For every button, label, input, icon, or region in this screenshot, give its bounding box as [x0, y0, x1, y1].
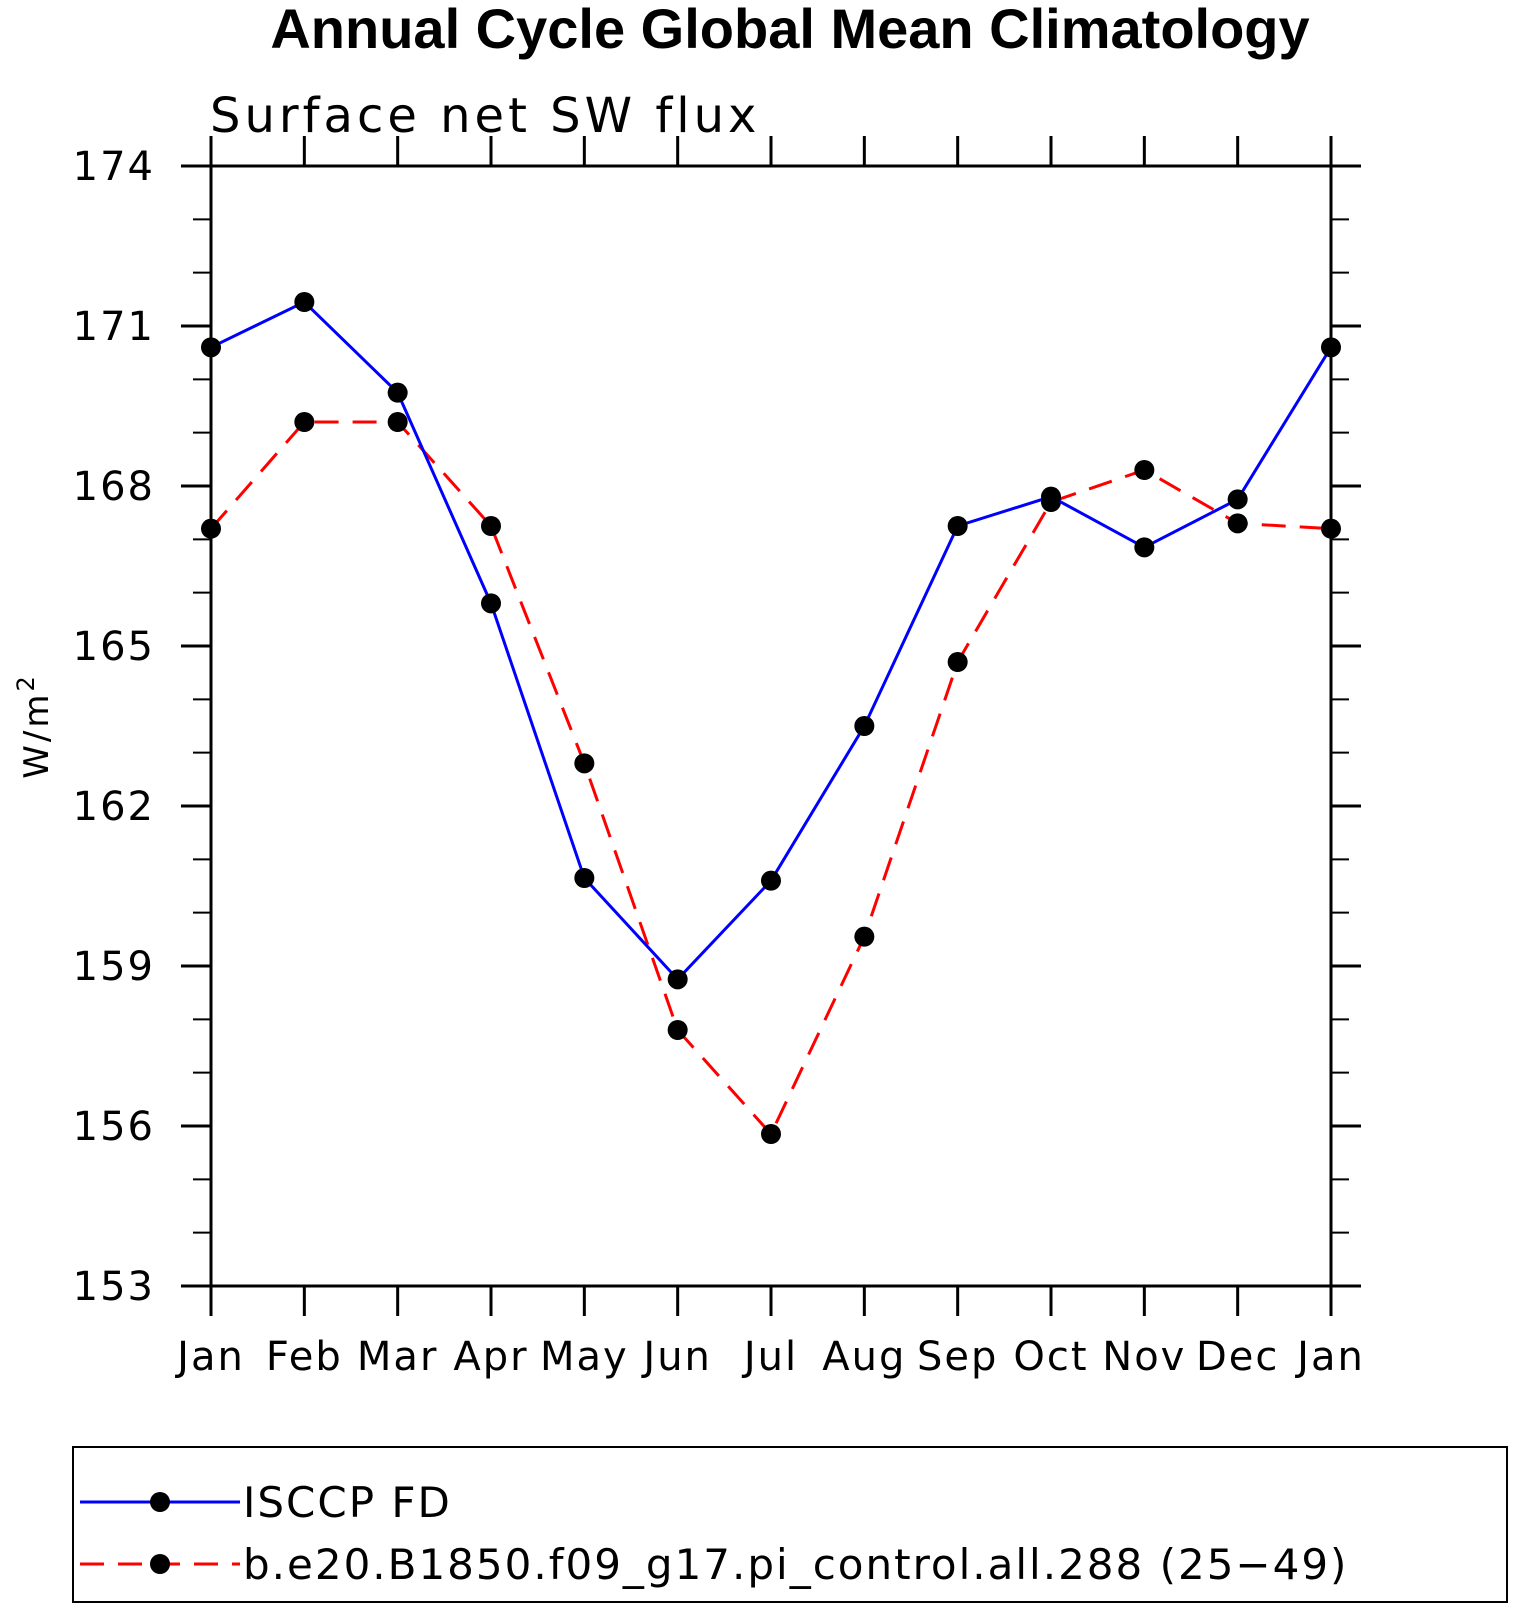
legend-box [72, 1446, 1508, 1603]
data-point [201, 337, 221, 358]
data-point [761, 1124, 781, 1144]
y-tick-label: 162 [73, 784, 155, 830]
data-point [1134, 537, 1155, 558]
plot-frame [209, 164, 1333, 1288]
chart-subtitle: Surface net SW flux [210, 88, 760, 144]
y-tick-label: 153 [73, 1264, 155, 1310]
series-layer [201, 292, 1341, 1144]
data-point [854, 716, 875, 736]
y-axis-label: W/m2 [12, 673, 57, 778]
x-tick-labels: Jan Feb Mar Apr May Jun Jul Aug Sep Oct Nov Dec Jan [174, 1334, 1365, 1380]
data-point [387, 382, 408, 403]
data-point [1227, 513, 1248, 534]
x-tick-label: Jun [640, 1334, 712, 1380]
y-tick-label: 171 [73, 304, 155, 350]
x-tick-label: Mar [357, 1334, 438, 1380]
data-point [854, 926, 875, 947]
y-tick-label: 165 [73, 624, 155, 670]
legend-marker [150, 1554, 170, 1574]
y-axis-label-unit: W/m [17, 692, 57, 779]
series-1 [201, 412, 1341, 1144]
legend-item-1: b.e20.B1850.f09_g17.pi_control.all.288 (… [80, 1540, 1348, 1589]
data-point [1227, 489, 1248, 510]
x-tick-label: Feb [266, 1334, 343, 1380]
data-point [1134, 460, 1155, 480]
chart-title: Annual Cycle Global Mean Climatology [270, 0, 1309, 60]
data-point [294, 412, 315, 432]
data-point [667, 969, 688, 990]
data-point [574, 753, 595, 774]
data-point [387, 412, 408, 432]
legend-marker [150, 1492, 170, 1512]
data-point [294, 292, 315, 312]
x-tick-label: Sep [917, 1334, 998, 1380]
data-point [1321, 337, 1341, 358]
x-tick-label: Nov [1102, 1334, 1186, 1380]
y-tick-label: 159 [73, 944, 155, 990]
data-point [201, 518, 221, 539]
y-axis-label-superscript: 2 [12, 673, 40, 691]
x-tick-label: Aug [822, 1334, 906, 1380]
legend: ISCCP FD b.e20.B1850.f09_g17.pi_control.a… [80, 1478, 1348, 1589]
y-tick-label: 174 [73, 144, 155, 190]
x-tick-label: Dec [1196, 1334, 1279, 1380]
data-point [947, 516, 968, 536]
y-tick-label: 156 [73, 1104, 155, 1150]
series-0 [201, 292, 1341, 990]
data-point [481, 593, 501, 614]
y-tick-label: 168 [73, 464, 155, 510]
data-point [667, 1020, 688, 1040]
y-tick-labels: 174 171 168 165 162 159 156 153 [73, 144, 155, 1310]
data-point [574, 868, 595, 888]
x-tick-label: Apr [453, 1334, 528, 1380]
x-tick-label: Jan [174, 1334, 245, 1380]
x-tick-label: May [540, 1334, 629, 1380]
data-point [1321, 518, 1341, 539]
data-point [1041, 486, 1061, 507]
data-point [761, 870, 781, 891]
data-point [947, 652, 968, 672]
x-tick-label: Jan [1294, 1334, 1365, 1380]
x-tick-label: Oct [1013, 1334, 1088, 1380]
x-tick-label: Jul [741, 1334, 798, 1380]
data-point [481, 516, 501, 536]
legend-item-0: ISCCP FD [80, 1478, 452, 1527]
series-line [209, 420, 1332, 1137]
legend-label: ISCCP FD [243, 1478, 452, 1527]
axis-ticks [181, 136, 1361, 1316]
legend-label: b.e20.B1850.f09_g17.pi_control.all.288 (… [243, 1540, 1348, 1589]
